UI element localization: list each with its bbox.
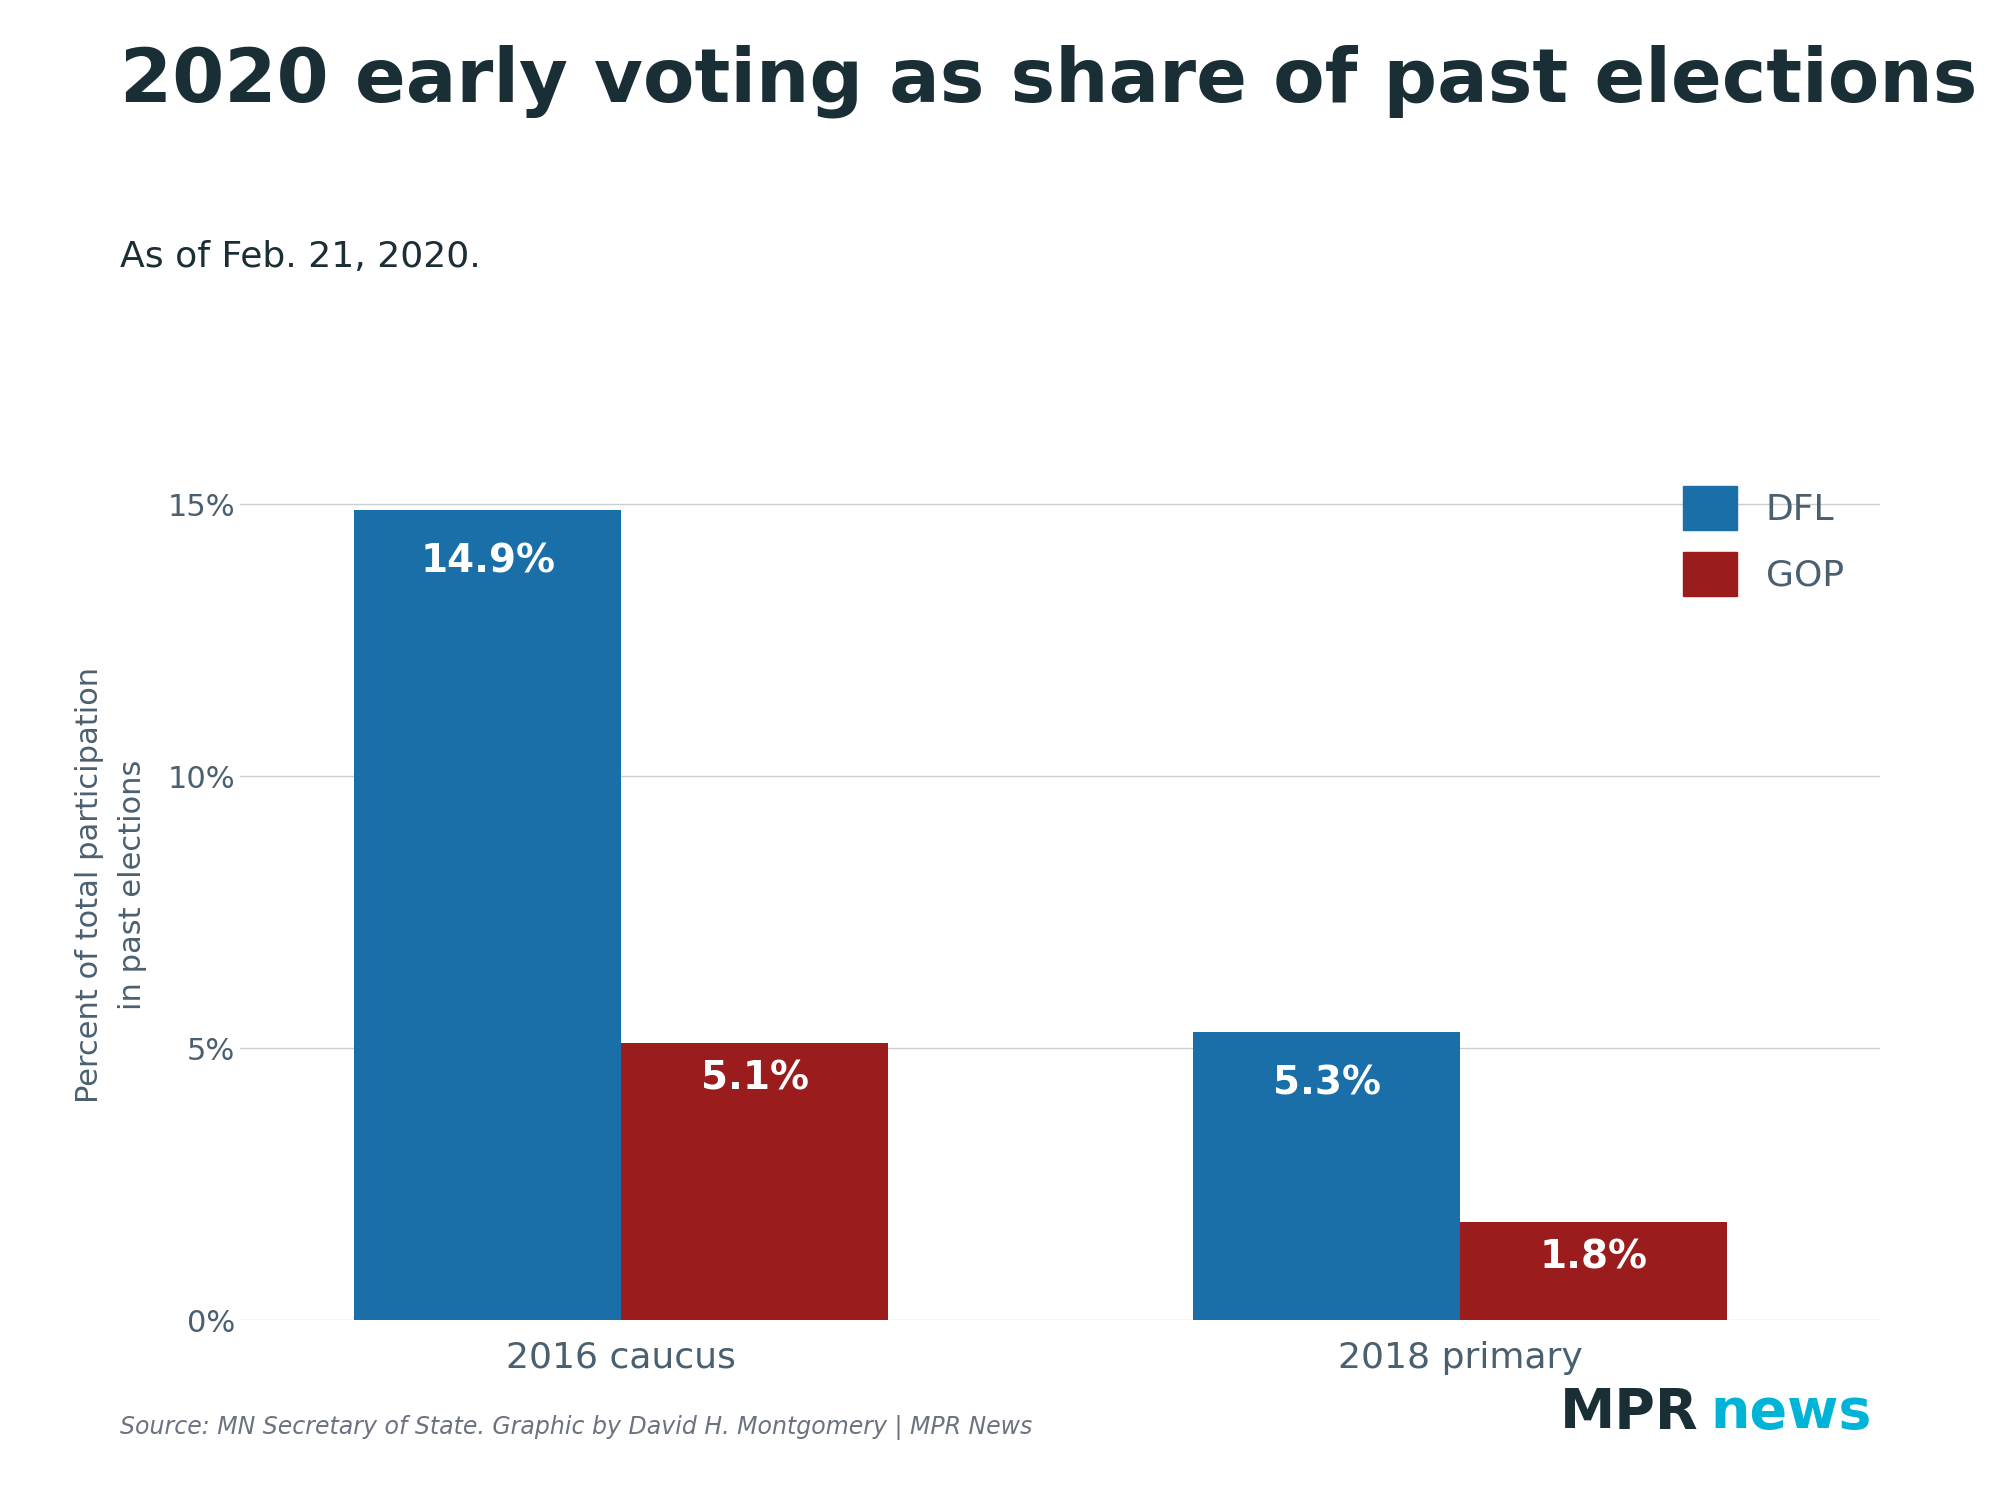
Bar: [354, 510, 622, 1320]
Y-axis label: Percent of total participation
in past elections: Percent of total participation in past e…: [74, 668, 146, 1102]
Text: 14.9%: 14.9%: [420, 543, 556, 580]
Legend: DFL, GOP: DFL, GOP: [1664, 468, 1862, 614]
Text: 5.1%: 5.1%: [700, 1059, 808, 1096]
Text: MPR: MPR: [1560, 1386, 1698, 1440]
Bar: [1194, 1032, 1460, 1320]
Bar: [1460, 1222, 1728, 1320]
Text: 1.8%: 1.8%: [1540, 1239, 1648, 1276]
Text: 2020 early voting as share of past elections: 2020 early voting as share of past elect…: [120, 45, 1978, 118]
Text: news: news: [1710, 1386, 1872, 1440]
Text: 5.3%: 5.3%: [1272, 1065, 1380, 1102]
Bar: [622, 1042, 888, 1320]
Text: As of Feb. 21, 2020.: As of Feb. 21, 2020.: [120, 240, 480, 274]
Text: Source: MN Secretary of State. Graphic by David H. Montgomery | MPR News: Source: MN Secretary of State. Graphic b…: [120, 1414, 1032, 1440]
